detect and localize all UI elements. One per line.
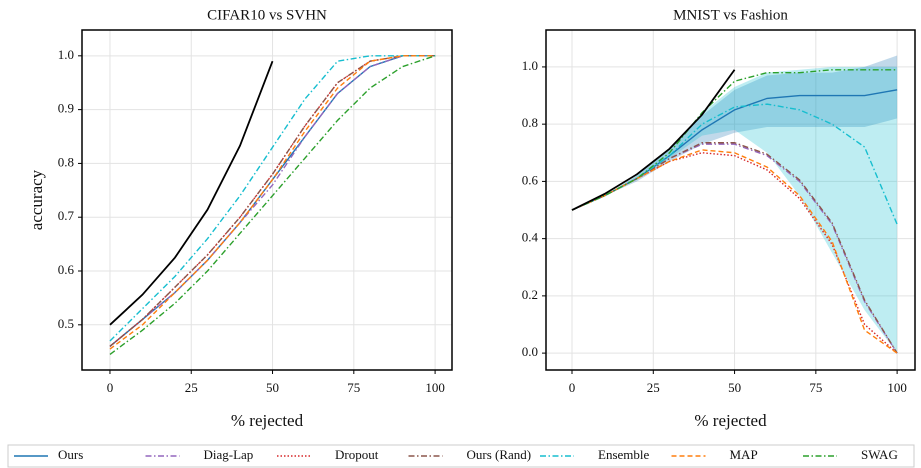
y-tick-label: 0.8: [58, 154, 74, 169]
x-axis-label: % rejected: [231, 411, 304, 430]
line: [571, 149, 898, 354]
band: [572, 55, 898, 211]
x-tick-label: 0: [107, 380, 114, 395]
legend-label: Diag-Lap: [204, 447, 254, 462]
y-tick-label: 0.2: [522, 287, 538, 302]
x-tick-label: 0: [569, 380, 576, 395]
line: [571, 143, 898, 354]
legend-label: SWAG: [861, 447, 898, 462]
y-tick-label: 0.6: [522, 172, 539, 187]
chart-title: CIFAR10 vs SVHN: [207, 7, 327, 23]
chart-title: MNIST vs Fashion: [673, 7, 788, 23]
x-tick-label: 100: [887, 380, 907, 395]
x-tick-label: 75: [809, 380, 822, 395]
x-tick-label: 25: [185, 380, 198, 395]
line: [109, 55, 436, 347]
legend-label: Dropout: [335, 447, 379, 462]
axes-frame: [81, 29, 453, 371]
x-tick-label: 75: [347, 380, 360, 395]
legend-label: MAP: [730, 447, 758, 462]
y-tick-label: 0.9: [58, 101, 74, 116]
legend-label: Ensemble: [598, 447, 649, 462]
axes-frame: [545, 29, 916, 371]
x-tick-label: 25: [647, 380, 660, 395]
y-tick-label: 0.7: [58, 208, 75, 223]
x-axis-label: % rejected: [694, 411, 767, 430]
x-tick-label: 50: [266, 380, 279, 395]
line: [109, 55, 436, 342]
y-tick-label: 0.5: [58, 316, 74, 331]
y-tick-label: 0.8: [522, 115, 538, 130]
legend-box: [7, 444, 915, 468]
line: [571, 69, 736, 211]
line: [109, 60, 274, 326]
band: [572, 66, 898, 354]
y-tick-label: 1.0: [522, 58, 538, 73]
y-tick-label: 0.4: [522, 230, 539, 245]
y-axis-label: accuracy: [27, 169, 46, 230]
line: [109, 55, 436, 355]
y-tick-label: 1.0: [58, 47, 74, 62]
y-tick-label: 0.0: [522, 344, 538, 359]
x-tick-label: 50: [728, 380, 741, 395]
legend-label: Ours (Rand): [467, 447, 532, 462]
line: [109, 55, 436, 347]
x-tick-label: 100: [425, 380, 445, 395]
line: [571, 142, 898, 354]
y-tick-label: 0.6: [58, 262, 75, 277]
line: [109, 55, 436, 350]
legend-label: Ours: [58, 447, 83, 462]
